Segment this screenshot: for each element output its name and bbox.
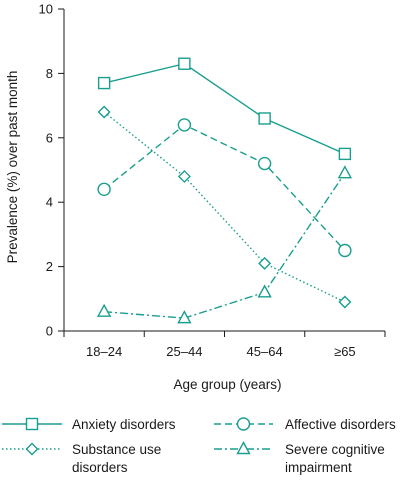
data-point: [177, 169, 191, 183]
y-axis-label: Prevalence (%) over past month: [5, 71, 20, 264]
data-point: [96, 303, 112, 317]
data-point: [258, 112, 271, 125]
series-layer: [96, 57, 353, 324]
data-point: [257, 284, 272, 298]
data-point: [97, 76, 111, 90]
legend-label: Substance use: [72, 442, 161, 457]
data-point: [177, 310, 192, 324]
x-axis-label: Age group (years): [173, 377, 281, 392]
x-tick-label: 25–44: [166, 344, 202, 359]
legend-entry: Affective disorders: [214, 417, 396, 432]
data-point: [257, 156, 272, 171]
series-line: [103, 124, 346, 251]
series-line: [103, 111, 346, 303]
legend-label: Anxiety disorders: [72, 417, 176, 432]
series-group: [97, 105, 352, 309]
data-point: [97, 105, 111, 119]
series-group: [97, 118, 352, 258]
data-point: [337, 165, 353, 179]
legend-label: impairment: [285, 460, 352, 475]
legend-marker: [25, 442, 39, 456]
x-tick-label: 18–24: [86, 344, 122, 359]
data-point: [178, 57, 191, 70]
y-tick-label: 10: [39, 2, 53, 17]
y-tick-label: 8: [46, 66, 53, 81]
series-line: [103, 62, 346, 155]
data-point: [338, 295, 352, 309]
y-tick-label: 0: [46, 324, 53, 339]
legend-marker: [236, 417, 251, 431]
y-tick-label: 4: [46, 195, 53, 210]
series-group: [96, 165, 353, 324]
legend: Anxiety disorders Affective disorders Subs…: [2, 417, 396, 475]
data-point: [338, 243, 352, 258]
data-point: [177, 118, 192, 132]
legend-label: disorders: [72, 460, 128, 475]
legend-entry: Anxiety disorders: [2, 417, 176, 432]
legend-label: Severe cognitive: [285, 442, 385, 457]
legend-marker: [236, 441, 251, 455]
x-tick-label: 45–64: [247, 344, 283, 359]
data-point: [97, 182, 111, 197]
x-tick-label: ≥65: [334, 344, 356, 359]
legend-label: Affective disorders: [285, 417, 396, 432]
data-point: [338, 147, 352, 161]
data-point: [258, 256, 272, 270]
y-tick-label: 2: [46, 259, 53, 274]
series-group: [97, 57, 352, 161]
series-line: [104, 172, 346, 319]
y-tick-label: 6: [46, 130, 53, 145]
legend-entry: Substance use disorders: [2, 442, 161, 475]
legend-marker: [25, 417, 39, 431]
legend-entry: Severe cognitive impairment: [214, 441, 385, 475]
axes: 0 2 4 6 8 10 18–24 25–44 45–64 ≥65 Age group (year…: [5, 2, 386, 392]
